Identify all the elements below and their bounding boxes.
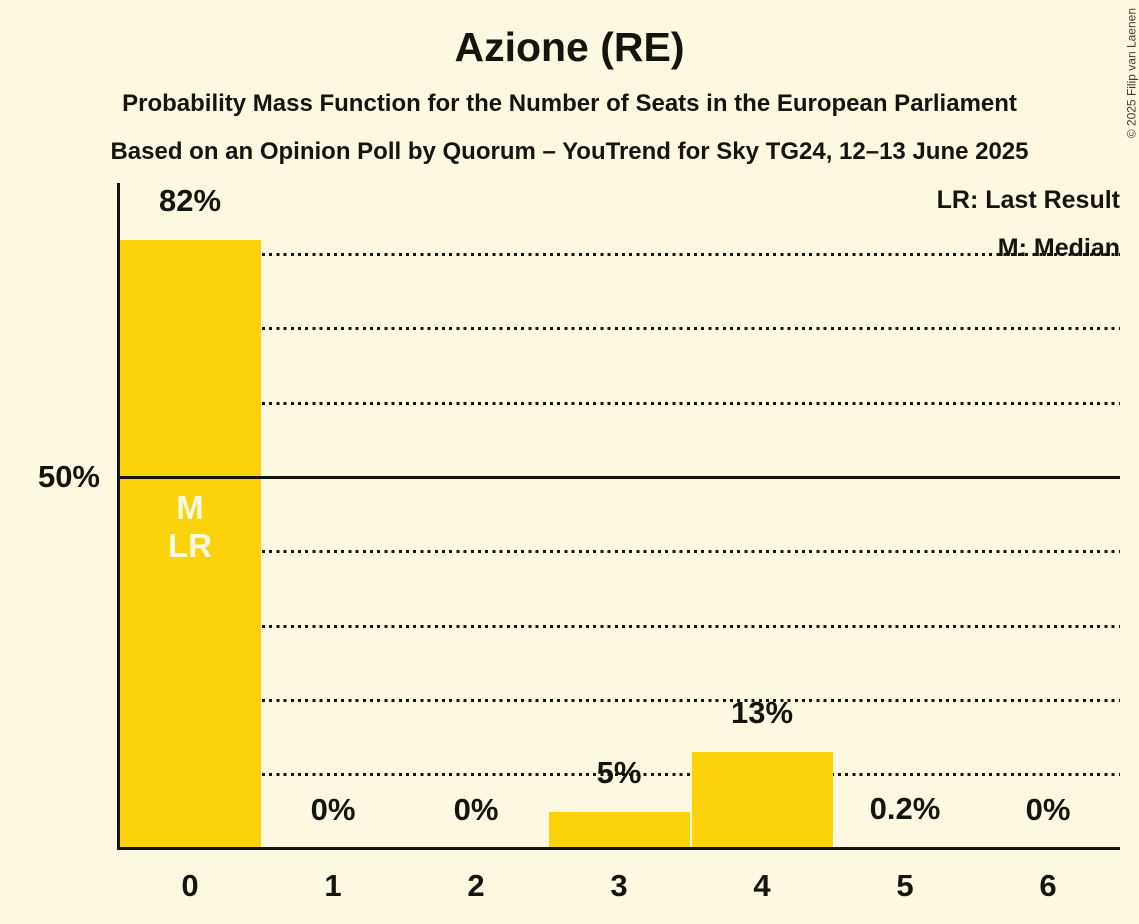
gridline-dotted-10pct [118,773,1120,777]
gridline-dotted-40pct [118,550,1120,554]
value-label-seats-4: 13% [730,695,794,731]
x-tick-label-4: 4 [753,868,771,903]
bar-seats-0 [119,239,261,849]
value-label-seats-5: 0.2% [869,790,941,826]
gridline-dotted-20pct [118,698,1120,702]
x-tick-label-1: 1 [324,868,342,903]
gridline-dotted-80pct [118,253,1120,257]
x-tick-label-3: 3 [610,868,628,903]
x-tick-label-6: 6 [1039,868,1057,903]
y-axis-tick-label: 50% [37,459,100,494]
x-tick-label-5: 5 [896,868,914,903]
median-last-result-annotation: M LR [168,489,212,564]
value-label-seats-3: 5% [596,754,642,790]
y-axis-line [117,183,120,850]
legend-last-result: LR: Last Result [936,186,1120,214]
bar-seats-3 [548,811,690,849]
gridline-solid-50pct [118,476,1120,479]
x-axis-line [117,847,1120,850]
value-label-seats-1: 0% [310,792,356,827]
chart-subtitle-line2: Based on an Opinion Poll by Quorum – You… [110,138,1029,165]
gridline-dotted-60pct [118,401,1120,405]
chart-subtitle-line1: Probability Mass Function for the Number… [122,90,1017,117]
gridline-dotted-30pct [118,624,1120,628]
legend-median: M: Median [997,234,1120,262]
value-label-seats-0: 82% [158,182,222,218]
copyright-notice: © 2025 Filip van Laenen [1124,8,1138,139]
chart-title: Azione (RE) [454,24,685,70]
bar-seats-4 [691,752,833,849]
gridline-dotted-70pct [118,327,1120,331]
x-tick-label-2: 2 [467,868,485,903]
value-label-seats-2: 0% [453,792,499,827]
value-label-seats-6: 0% [1025,792,1071,827]
x-tick-label-0: 0 [181,868,199,903]
